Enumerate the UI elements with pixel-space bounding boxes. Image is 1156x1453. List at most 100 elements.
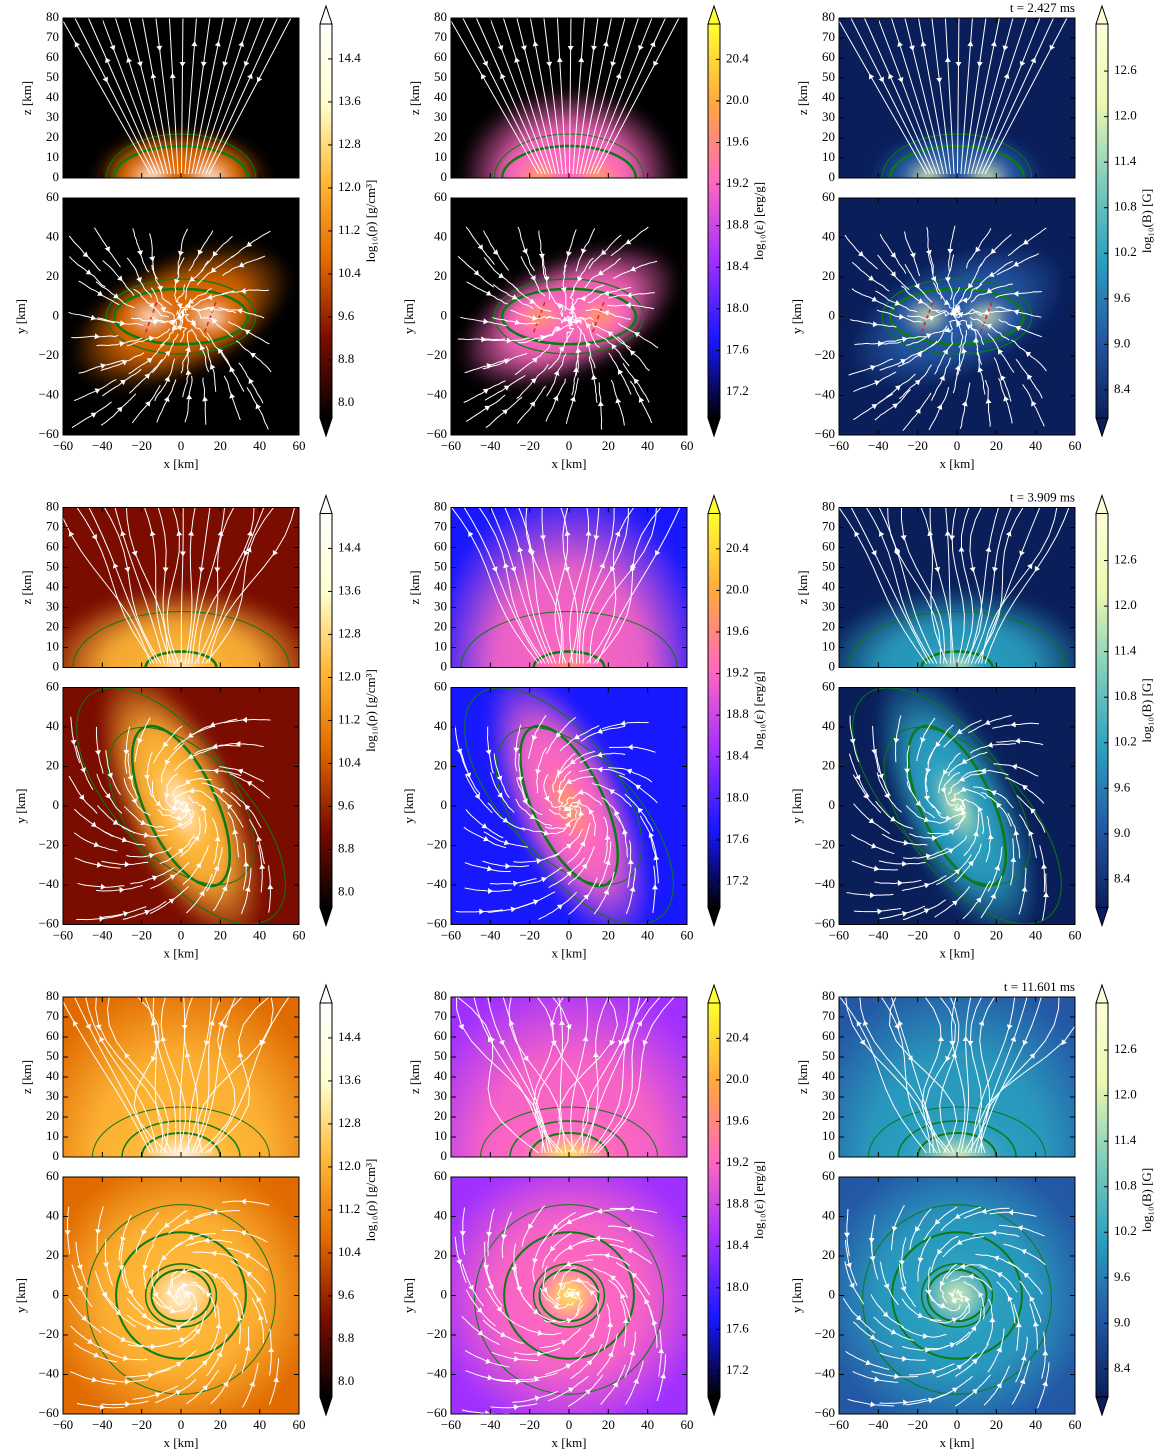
stream-arrow (149, 256, 156, 262)
stream-arrow (951, 1387, 958, 1393)
stream-arrow (869, 73, 875, 80)
stream-arrow (256, 836, 262, 842)
stream-arrow (969, 567, 976, 573)
stream-arrow (191, 1305, 198, 1312)
stream-arrow (255, 403, 262, 410)
field-core (523, 729, 615, 883)
stream-arrow (260, 1039, 267, 1046)
stream-arrow (894, 546, 900, 553)
colorbar-extend (1095, 1396, 1109, 1417)
y-tick-label: 70 (434, 1008, 447, 1023)
streamline (968, 715, 1012, 734)
streamline (185, 1344, 218, 1380)
y-tick-label: 60 (434, 1168, 447, 1183)
stream-arrow (626, 768, 633, 775)
stream-arrow (615, 397, 622, 404)
colorbar-extend (319, 4, 333, 25)
colorbar-tick-label: 10.4 (338, 1244, 361, 1259)
colorbar-extend (1095, 493, 1109, 514)
colorbar-extend (707, 417, 721, 438)
streamline (191, 18, 224, 175)
stream-arrow (626, 1226, 632, 1233)
streamline (78, 280, 120, 306)
stream-arrow (212, 1273, 219, 1280)
streamline (184, 507, 196, 664)
y-tick-label: 70 (822, 29, 835, 44)
stream-arrow (961, 809, 967, 816)
stream-arrow (614, 810, 620, 816)
y-tick-label: 10 (46, 1128, 59, 1143)
y-tick-label: 60 (434, 538, 447, 553)
stream-arrow (615, 73, 622, 79)
stream-arrow (137, 250, 143, 256)
stream-arrow (214, 567, 221, 573)
stream-arrow (627, 1247, 633, 1254)
stream-arrow (1021, 1249, 1027, 1255)
stream-arrow (538, 253, 545, 259)
stream-arrow (112, 562, 119, 569)
stream-arrow (536, 858, 542, 864)
stream-arrow (869, 1334, 876, 1340)
colorbar-tick-label: 20.4 (726, 50, 749, 65)
stream-arrow (961, 347, 968, 354)
axis-label: z [km] (795, 81, 810, 115)
contour (72, 611, 290, 668)
stream-arrow (484, 405, 491, 412)
stream-arrow (143, 831, 150, 838)
stream-arrow (482, 60, 488, 67)
stream-arrow (458, 1024, 465, 1030)
colorbar-tick-label: 14.4 (338, 1029, 361, 1044)
stream-arrow (218, 788, 225, 794)
stream-arrow (496, 1306, 502, 1313)
streamline (998, 377, 1013, 424)
heatmap-panel (63, 507, 299, 668)
stream-arrow (948, 829, 955, 835)
y-tick-label: 60 (434, 678, 447, 693)
stream-arrow (481, 823, 488, 829)
stream-arrow (947, 248, 954, 254)
stream-arrow (862, 1020, 869, 1026)
stream-arrow (246, 546, 252, 553)
streamline (930, 319, 958, 347)
y-tick-label: −40 (427, 386, 447, 401)
stream-arrow (1030, 808, 1036, 814)
y-tick-label: 20 (434, 1247, 447, 1262)
stream-arrow (996, 1346, 1002, 1353)
stream-arrow (871, 842, 877, 849)
streamline (188, 230, 214, 272)
streamline (525, 507, 562, 664)
streamline (839, 997, 927, 1154)
stream-arrow (543, 276, 550, 282)
y-tick-label: 60 (822, 1168, 835, 1183)
streamline (198, 507, 255, 664)
stream-arrow (555, 731, 562, 738)
streamline (907, 311, 950, 320)
stream-arrow (563, 805, 570, 811)
stream-arrow (566, 1218, 573, 1225)
axis-label: y [km] (13, 1278, 28, 1313)
stream-arrow (527, 546, 534, 553)
stream-arrow (610, 61, 617, 67)
x-tick-label: −20 (131, 927, 151, 942)
colorbar-tick-label: 11.4 (1114, 643, 1137, 658)
streamline (545, 716, 577, 754)
colorbar-tick-label: 10.8 (1114, 1178, 1137, 1193)
stream-arrow (487, 1036, 494, 1043)
streamline (487, 997, 550, 1154)
stream-arrow (1007, 1295, 1014, 1302)
stream-arrow (74, 41, 80, 48)
y-tick-label: −20 (427, 1326, 447, 1341)
star-marker (591, 300, 606, 333)
stream-arrow (141, 1312, 148, 1319)
stream-arrow (954, 1213, 961, 1219)
stream-arrow (136, 276, 142, 283)
contour (112, 144, 250, 178)
streamline (625, 1360, 644, 1405)
x-tick-label: 40 (1029, 927, 1042, 942)
y-tick-label: 80 (434, 988, 447, 1003)
y-tick-label: 0 (829, 797, 836, 812)
streamline (908, 1363, 955, 1376)
streamline (516, 18, 557, 175)
colorbar-tick-label: 12.6 (1114, 552, 1137, 567)
streamline (518, 753, 527, 800)
